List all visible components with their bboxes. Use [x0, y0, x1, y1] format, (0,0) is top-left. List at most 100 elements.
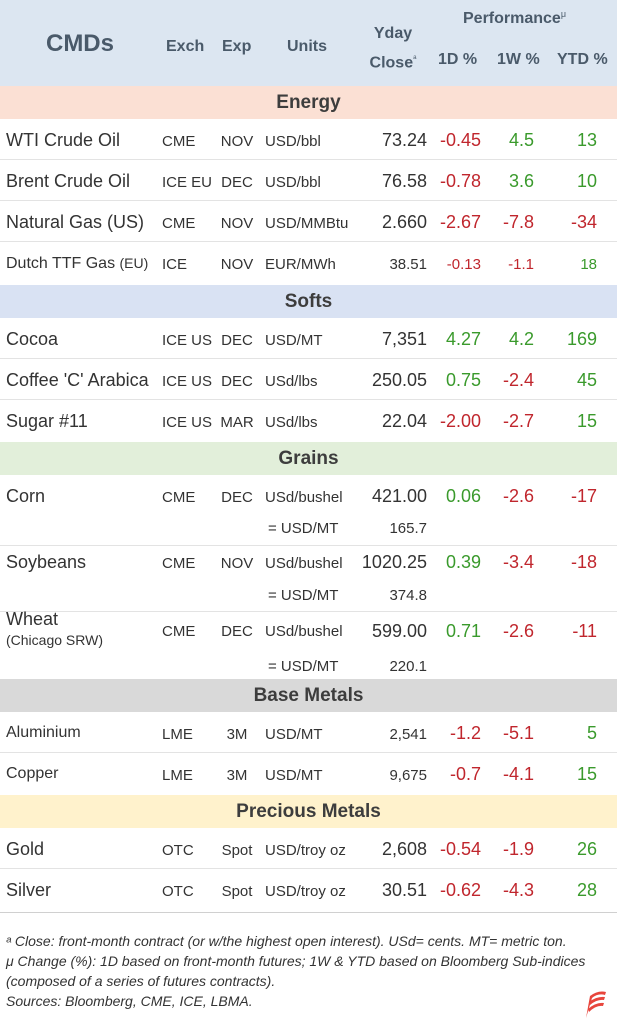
change-1d: 0.75	[445, 370, 481, 390]
yday-close: 7,351	[381, 329, 427, 349]
units: USd/bushel	[265, 623, 343, 640]
change-1w: -2.6	[502, 486, 534, 506]
commodity-name: Soybeans	[6, 552, 87, 572]
section-base-metals: Base Metals	[0, 679, 617, 712]
units: USD/troy oz	[265, 883, 346, 900]
yday-close: 30.51	[381, 880, 427, 900]
exchange: ICE EU	[162, 174, 213, 191]
table-row: Copper LME 3M USD/MT 9,675 -0.7 -4.1 15	[0, 754, 617, 794]
change-1d: -0.78	[439, 171, 481, 191]
table-row: Silver OTC Spot USD/troy oz 30.51 -0.62 …	[0, 870, 617, 910]
change-ytd: 26	[576, 839, 597, 859]
units: USd/lbs	[265, 414, 318, 431]
yday-close: 2,608	[381, 839, 427, 859]
change-ytd: 5	[586, 723, 597, 743]
header-exp: Exp	[222, 38, 252, 55]
change-1w: -3.4	[502, 552, 534, 572]
commodity-name: Wheat (Chicago SRW)	[6, 609, 103, 648]
change-1w: -7.8	[502, 212, 534, 232]
exchange: CME	[162, 133, 196, 150]
section-energy: Energy	[0, 86, 617, 119]
header-performance-label: Performance	[463, 10, 561, 27]
change-1w: 4.2	[508, 329, 534, 349]
table-row: Cocoa ICE US DEC USD/MT 7,351 4.27 4.2 1…	[0, 319, 617, 359]
change-1d: 0.39	[445, 552, 481, 572]
change-1w: 3.6	[508, 171, 534, 191]
expiry: DEC	[221, 489, 253, 506]
table-row: WTI Crude Oil CME NOV USD/bbl 73.24 -0.4…	[0, 120, 617, 160]
units: USd/bushel	[265, 489, 343, 506]
exchange: ICE US	[162, 414, 213, 431]
conversion-label: = USD/MT	[268, 587, 339, 604]
header-1w: 1W %	[497, 51, 540, 68]
change-ytd: 13	[576, 130, 597, 150]
change-ytd: 169	[566, 329, 597, 349]
exchange: ICE US	[162, 373, 213, 390]
exchange: OTC	[162, 883, 194, 900]
expiry: DEC	[221, 332, 253, 349]
yday-close: 9,675	[389, 767, 427, 784]
units: USd/lbs	[265, 373, 318, 390]
commodity-name: Sugar #11	[6, 411, 88, 431]
exchange: CME	[162, 555, 196, 572]
expiry: DEC	[221, 373, 253, 390]
expiry: Spot	[221, 842, 253, 859]
footnote-sources: Sources: Bloomberg, CME, ICE, LBMA.	[6, 993, 253, 1009]
table-row: Natural Gas (US) CME NOV USD/MMBtu 2.660…	[0, 202, 617, 242]
exchange: CME	[162, 489, 196, 506]
change-ytd: -11	[572, 621, 597, 641]
units: USd/bushel	[265, 555, 343, 572]
expiry: NOV	[220, 215, 254, 232]
table-row: Soybeans CME NOV USd/bushel 1020.25 0.39…	[0, 542, 617, 612]
units: USD/MT	[265, 767, 323, 784]
units: USD/MMBtu	[265, 215, 349, 232]
commodity-name-sub: (Chicago SRW)	[6, 632, 103, 648]
expiry: MAR	[220, 414, 254, 431]
expiry: NOV	[220, 133, 254, 150]
exchange: OTC	[162, 842, 194, 859]
flag-logo-icon	[586, 991, 606, 1018]
header-ytd: YTD %	[557, 51, 608, 68]
commodity-name-main: Wheat	[6, 609, 59, 629]
change-ytd: -17	[570, 486, 597, 506]
yday-close: 1020.25	[361, 552, 427, 572]
conversion-label: = USD/MT	[268, 520, 339, 537]
change-1w: -2.7	[502, 411, 534, 431]
commodity-name: Silver	[6, 880, 52, 900]
footnote-close: ᵃ Close: front-month contract (or w/the …	[6, 933, 567, 949]
header-performance: Performanceμ	[463, 9, 566, 28]
exchange: LME	[162, 726, 193, 743]
change-1w: -2.6	[502, 621, 534, 641]
header-yday-mark: ᵃ	[413, 53, 417, 63]
change-1w: -4.3	[502, 880, 534, 900]
table-row: Corn CME DEC USd/bushel 421.00 0.06 -2.6…	[0, 476, 617, 546]
change-ytd: 28	[576, 880, 597, 900]
section-softs: Softs	[0, 285, 617, 318]
section-precious-metals: Precious Metals	[0, 795, 617, 828]
table-row: Sugar #11 ICE US MAR USd/lbs 22.04 -2.00…	[0, 401, 617, 441]
header-units: Units	[287, 38, 327, 55]
exchange: LME	[162, 767, 193, 784]
yday-close: 2.660	[381, 212, 427, 232]
conversion-value: 220.1	[389, 658, 427, 675]
table-row: Aluminium LME 3M USD/MT 2,541 -1.2 -5.1 …	[0, 713, 617, 753]
yday-close: 599.00	[371, 621, 427, 641]
section-grains: Grains	[0, 442, 617, 475]
table-row: Brent Crude Oil ICE EU DEC USD/bbl 76.58…	[0, 161, 617, 201]
change-ytd: -18	[570, 552, 597, 572]
units: USD/MT	[265, 726, 323, 743]
commodity-name: Cocoa	[6, 329, 59, 349]
table-header: CMDs Exch Exp Units Yday Closeᵃ Performa…	[0, 0, 617, 86]
header-exch: Exch	[166, 38, 205, 55]
change-1d: -0.45	[439, 130, 481, 150]
expiry: NOV	[220, 256, 254, 273]
change-1d: 0.71	[445, 621, 481, 641]
yday-close: 22.04	[381, 411, 427, 431]
change-1d: -2.67	[439, 212, 481, 232]
commodity-name: Copper	[6, 765, 59, 782]
change-ytd: 15	[576, 764, 597, 784]
change-ytd: 10	[576, 171, 597, 191]
header-1d: 1D %	[438, 51, 478, 68]
change-1w: -4.1	[502, 764, 534, 784]
commodity-name: Dutch TTF Gas (EU)	[6, 255, 148, 273]
